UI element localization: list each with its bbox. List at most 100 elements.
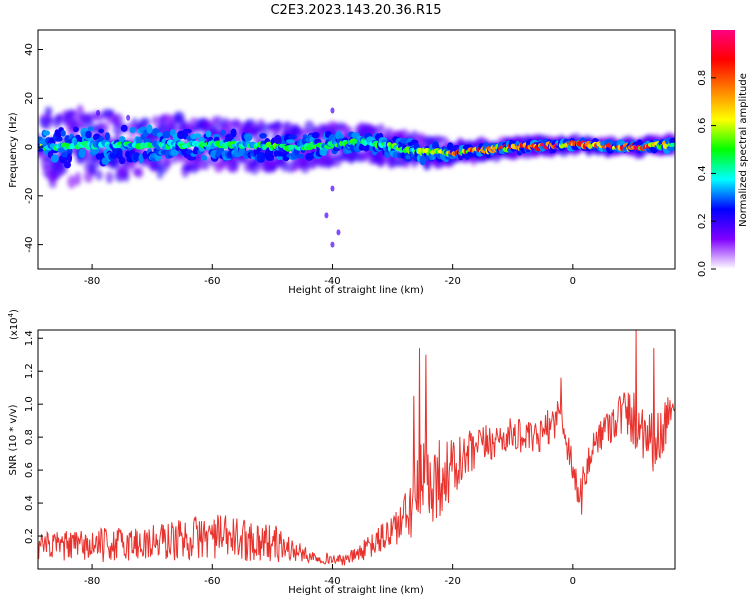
heatmap-cell xyxy=(50,154,59,163)
heatmap-cell xyxy=(668,142,675,147)
snr-plot-area xyxy=(38,330,675,569)
heatmap-cell xyxy=(41,123,52,130)
spectrogram-y-tick-label: -40 xyxy=(24,236,35,252)
heatmap-cell xyxy=(304,120,315,135)
colorbar-label: Normalized spectral amplitude xyxy=(738,73,749,227)
snr-y-ticks: 0.2 0.4 0.6 0.8 1.0 1.2 1.4 xyxy=(24,330,43,544)
heatmap-cell xyxy=(66,147,73,156)
heatmap-cell xyxy=(67,175,77,189)
figure-title: C2E3.2023.143.20.36.R15 xyxy=(270,3,441,18)
heatmap-cell xyxy=(370,125,379,133)
heatmap-cell xyxy=(140,117,151,127)
heatmap-cell xyxy=(96,109,101,116)
colorbar: 0.0 0.2 0.4 0.6 0.8 Normalized spectral ampl… xyxy=(697,30,749,277)
heatmap-cell xyxy=(205,130,212,138)
heatmap-cell xyxy=(55,136,63,142)
colorbar-ticks: 0.0 0.2 0.4 0.6 0.8 xyxy=(697,70,716,277)
heatmap-cell xyxy=(187,155,196,161)
heatmap-cell xyxy=(60,129,66,137)
spectrogram-x-tick-label: -40 xyxy=(324,276,340,287)
spectrogram-y-tick-label: 20 xyxy=(24,92,35,105)
snr-y-tick-label: 0.2 xyxy=(24,528,35,544)
heatmap-cell xyxy=(198,137,206,142)
snr-y-tick-label: 0.4 xyxy=(24,495,35,511)
snr-x-tick-label: -40 xyxy=(324,576,340,587)
heatmap-cell xyxy=(146,124,153,134)
snr-x-tick-label: -60 xyxy=(204,576,220,587)
spectrogram-cells xyxy=(38,104,675,248)
heatmap-cell xyxy=(162,130,171,139)
heatmap-cell xyxy=(324,212,329,219)
heatmap-cell xyxy=(256,147,262,152)
heatmap-cell xyxy=(399,138,408,144)
heatmap-cell xyxy=(126,114,131,121)
heatmap-cell xyxy=(138,153,144,164)
colorbar-tick-label: 0.4 xyxy=(697,165,708,181)
spectrogram-x-ticks: -80 -60 -40 -20 0 xyxy=(84,264,576,287)
snr-y-tick-label: 1.2 xyxy=(24,363,35,379)
spectrogram-x-axis-label: Height of straight line (km) xyxy=(288,285,424,296)
heatmap-cell xyxy=(231,160,241,168)
heatmap-cell xyxy=(120,124,128,132)
heatmap-cell xyxy=(129,127,136,134)
snr-y-tick-label: 0.6 xyxy=(24,462,35,478)
snr-x-tick-label: -20 xyxy=(444,576,460,587)
heatmap-cell xyxy=(112,113,124,128)
snr-series xyxy=(38,330,675,566)
spectrogram-y-tick-label: -20 xyxy=(24,188,35,204)
heatmap-cell xyxy=(272,120,284,130)
snr-line xyxy=(38,330,675,566)
spectrogram-panel: -80 -60 -40 -20 0 40 20 0 -20 -40 Height of stra… xyxy=(8,29,676,296)
heatmap-cell xyxy=(297,154,305,159)
heatmap-cell xyxy=(201,155,208,161)
heatmap-cell xyxy=(259,122,267,133)
heatmap-cell xyxy=(439,136,449,144)
heatmap-cell xyxy=(63,161,72,169)
spectrogram-x-tick-label: -20 xyxy=(444,276,460,287)
heatmap-cell xyxy=(87,126,94,132)
spectrogram-x-tick-label: 0 xyxy=(570,276,576,287)
colorbar-tick-label: 0.2 xyxy=(697,213,708,229)
snr-multiplier: (x104) xyxy=(7,309,20,340)
spectrogram-y-axis-label: Frequency (Hz) xyxy=(8,112,19,188)
heatmap-cell xyxy=(95,169,103,181)
heatmap-cell xyxy=(230,128,237,138)
heatmap-cell xyxy=(78,148,86,158)
heatmap-cell xyxy=(117,148,123,158)
spectrogram-y-tick-label: 40 xyxy=(24,43,35,56)
heatmap-cell xyxy=(151,115,160,126)
heatmap-cell xyxy=(330,107,335,114)
spectrogram-y-ticks: 40 20 0 -20 -40 xyxy=(24,43,43,253)
heatmap-cell xyxy=(170,149,179,156)
heatmap-cell xyxy=(336,229,341,236)
heatmap-cell xyxy=(330,185,335,192)
colorbar-tick-label: 0.8 xyxy=(697,70,708,86)
heatmap-cell xyxy=(135,136,143,145)
heatmap-cell xyxy=(270,164,278,172)
heatmap-cell xyxy=(85,130,92,139)
heatmap-cell xyxy=(105,171,114,184)
heatmap-cell xyxy=(98,128,104,134)
snr-y-tick-label: 1.4 xyxy=(24,330,35,346)
colorbar-tick-label: 0.0 xyxy=(697,261,708,277)
colorbar-tick-label: 0.6 xyxy=(697,118,708,134)
heatmap-cell xyxy=(268,153,275,161)
snr-y-axis-label: SNR (10 * v/v) xyxy=(8,404,19,475)
heatmap-cell xyxy=(165,157,172,169)
heatmap-cell xyxy=(286,139,295,144)
heatmap-cell xyxy=(118,156,126,165)
snr-x-axis-label: Height of straight line (km) xyxy=(288,585,424,596)
heatmap-cell xyxy=(134,167,144,179)
snr-panel: -80 -60 -40 -20 0 0.2 0.4 0.6 0.8 1.0 1.2 1.4 Heig… xyxy=(7,309,676,596)
heatmap-cell xyxy=(330,241,335,248)
heatmap-cell xyxy=(244,133,253,142)
heatmap-cell xyxy=(274,134,282,145)
heatmap-cell xyxy=(47,117,55,125)
heatmap-cell xyxy=(225,119,234,130)
colorbar-gradient xyxy=(711,30,735,269)
heatmap-cell xyxy=(142,150,149,160)
snr-x-tick-label: 0 xyxy=(570,576,576,587)
heatmap-cell xyxy=(360,153,368,160)
heatmap-cell xyxy=(256,152,265,157)
